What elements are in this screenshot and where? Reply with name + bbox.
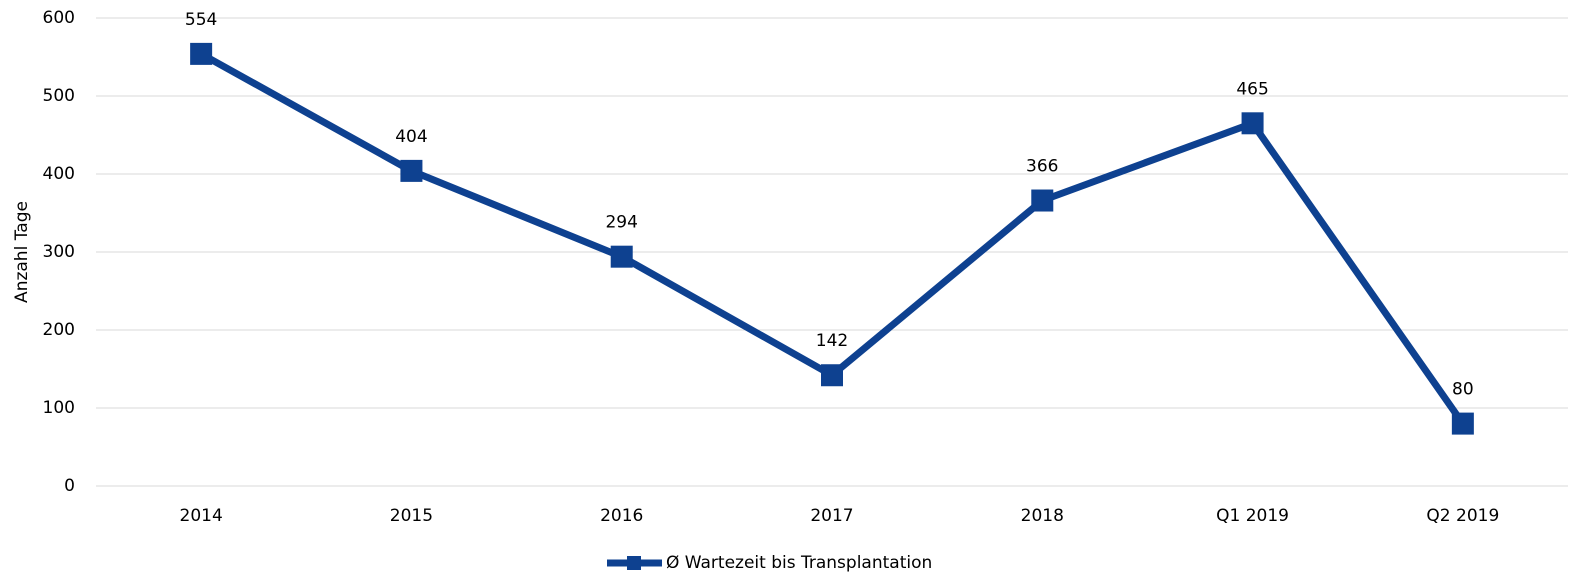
data-label: 80 [1452, 380, 1474, 400]
y-tick-label: 200 [43, 320, 75, 340]
x-tick-label: 2014 [180, 506, 223, 526]
y-tick-label: 300 [43, 242, 75, 262]
y-tick-label: 0 [64, 476, 75, 496]
x-tick-label: Q2 2019 [1426, 506, 1499, 526]
x-tick-label: 2015 [390, 506, 433, 526]
y-tick-label: 500 [43, 86, 75, 106]
data-label: 294 [605, 213, 637, 233]
legend-label: Ø Wartezeit bis Transplantation [666, 553, 932, 573]
x-tick-label: 2016 [600, 506, 643, 526]
y-tick-label: 100 [43, 398, 75, 418]
x-tick-label: 2018 [1021, 506, 1064, 526]
marker [1451, 412, 1474, 435]
y-tick-label: 400 [43, 164, 75, 184]
marker [821, 364, 843, 387]
marker [400, 159, 423, 182]
data-label: 465 [1236, 79, 1268, 99]
data-label: 404 [395, 127, 427, 147]
x-tick-label: Q1 2019 [1216, 506, 1289, 526]
data-label: 142 [816, 331, 848, 351]
y-tick-label: 600 [43, 8, 75, 28]
marker [1241, 112, 1264, 135]
y-axis-label: Anzahl Tage [12, 201, 32, 303]
marker [1031, 189, 1054, 212]
marker [610, 245, 633, 268]
legend-marker [627, 556, 641, 570]
marker [190, 42, 213, 65]
data-label: 366 [1026, 157, 1058, 177]
x-tick-label: 2017 [810, 506, 853, 526]
data-label: 554 [185, 10, 217, 30]
